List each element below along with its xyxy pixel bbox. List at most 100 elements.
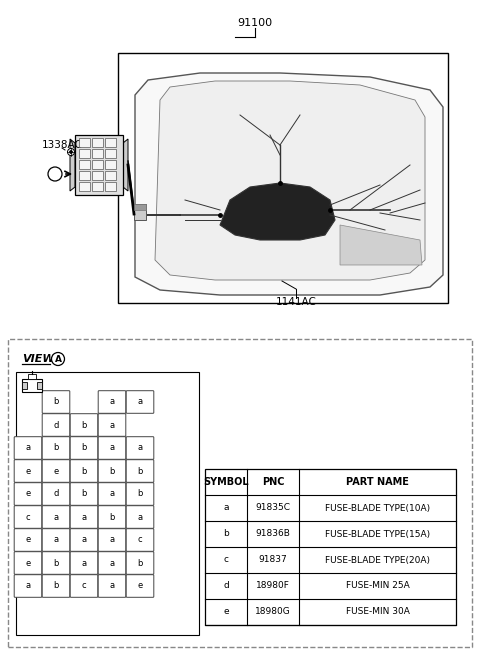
Text: e: e	[137, 582, 143, 591]
FancyBboxPatch shape	[98, 460, 126, 482]
Text: PART NAME: PART NAME	[346, 477, 409, 487]
Bar	[105, 171, 116, 180]
FancyBboxPatch shape	[126, 390, 154, 413]
Text: d: d	[53, 421, 59, 430]
Bar	[16, 372, 199, 635]
Text: b: b	[53, 559, 59, 567]
FancyBboxPatch shape	[42, 483, 70, 505]
Text: a: a	[109, 559, 115, 567]
Bar	[92, 149, 103, 158]
Text: c: c	[26, 512, 30, 521]
Bar	[92, 171, 103, 180]
Bar	[79, 182, 90, 191]
Polygon shape	[135, 73, 443, 295]
FancyBboxPatch shape	[70, 437, 98, 459]
Text: c: c	[138, 536, 142, 544]
Text: b: b	[137, 489, 143, 498]
Text: b: b	[53, 582, 59, 591]
FancyBboxPatch shape	[42, 390, 70, 413]
Bar	[0, 0, 480, 335]
Text: 91100: 91100	[238, 18, 273, 28]
Text: e: e	[25, 536, 31, 544]
Text: a: a	[109, 489, 115, 498]
FancyBboxPatch shape	[98, 483, 126, 505]
Text: a: a	[53, 512, 59, 521]
FancyBboxPatch shape	[98, 574, 126, 597]
Bar	[28, 374, 36, 379]
Bar	[105, 182, 116, 191]
Text: a: a	[109, 421, 115, 430]
Text: e: e	[25, 559, 31, 567]
Bar	[22, 382, 27, 389]
Text: a: a	[109, 398, 115, 407]
Bar	[79, 160, 90, 169]
Text: e: e	[53, 466, 59, 476]
Text: FUSE-MIN 30A: FUSE-MIN 30A	[346, 607, 409, 616]
Bar	[92, 138, 103, 147]
FancyBboxPatch shape	[98, 552, 126, 574]
FancyBboxPatch shape	[70, 529, 98, 552]
FancyBboxPatch shape	[98, 390, 126, 413]
FancyBboxPatch shape	[126, 529, 154, 552]
Text: b: b	[137, 559, 143, 567]
Text: c: c	[82, 582, 86, 591]
Text: d: d	[223, 582, 229, 591]
Text: b: b	[137, 466, 143, 476]
Bar	[105, 149, 116, 158]
FancyBboxPatch shape	[42, 506, 70, 529]
FancyBboxPatch shape	[70, 483, 98, 505]
FancyBboxPatch shape	[14, 506, 42, 529]
Polygon shape	[123, 139, 128, 191]
FancyBboxPatch shape	[14, 574, 42, 597]
Text: A: A	[55, 354, 61, 364]
Text: a: a	[82, 559, 86, 567]
FancyBboxPatch shape	[126, 437, 154, 459]
FancyBboxPatch shape	[126, 483, 154, 505]
Bar	[79, 138, 90, 147]
Text: 91836B: 91836B	[255, 529, 290, 538]
Text: a: a	[137, 398, 143, 407]
Text: A: A	[51, 170, 59, 179]
Text: b: b	[81, 489, 87, 498]
Polygon shape	[220, 183, 335, 240]
FancyBboxPatch shape	[70, 414, 98, 436]
Text: 1338AC: 1338AC	[42, 140, 83, 150]
Bar	[8, 339, 472, 647]
FancyBboxPatch shape	[42, 552, 70, 574]
Text: 91835C: 91835C	[255, 504, 290, 512]
Text: FUSE-BLADE TYPE(15A): FUSE-BLADE TYPE(15A)	[325, 529, 430, 538]
Text: e: e	[25, 489, 31, 498]
Text: 1141AC: 1141AC	[276, 297, 316, 307]
FancyBboxPatch shape	[14, 437, 42, 459]
FancyBboxPatch shape	[126, 552, 154, 574]
FancyBboxPatch shape	[70, 460, 98, 482]
FancyBboxPatch shape	[14, 552, 42, 574]
Polygon shape	[340, 225, 422, 265]
FancyBboxPatch shape	[42, 414, 70, 436]
Bar	[118, 53, 448, 303]
Text: FUSE-BLADE TYPE(10A): FUSE-BLADE TYPE(10A)	[325, 504, 430, 512]
Circle shape	[70, 151, 72, 153]
Circle shape	[68, 149, 74, 155]
Bar	[79, 171, 90, 180]
FancyBboxPatch shape	[126, 574, 154, 597]
Text: a: a	[109, 536, 115, 544]
Bar	[92, 160, 103, 169]
Text: 91837: 91837	[259, 555, 288, 565]
Bar	[134, 204, 146, 210]
Text: a: a	[53, 536, 59, 544]
FancyBboxPatch shape	[98, 506, 126, 529]
Text: a: a	[137, 443, 143, 453]
Text: d: d	[53, 489, 59, 498]
Bar	[22, 379, 42, 392]
Text: 18980G: 18980G	[255, 607, 291, 616]
FancyBboxPatch shape	[70, 574, 98, 597]
FancyBboxPatch shape	[14, 460, 42, 482]
FancyBboxPatch shape	[98, 437, 126, 459]
Text: b: b	[109, 512, 115, 521]
Text: b: b	[109, 466, 115, 476]
Text: FUSE-BLADE TYPE(20A): FUSE-BLADE TYPE(20A)	[325, 555, 430, 565]
Bar	[105, 160, 116, 169]
Bar	[79, 149, 90, 158]
Text: PNC: PNC	[262, 477, 284, 487]
